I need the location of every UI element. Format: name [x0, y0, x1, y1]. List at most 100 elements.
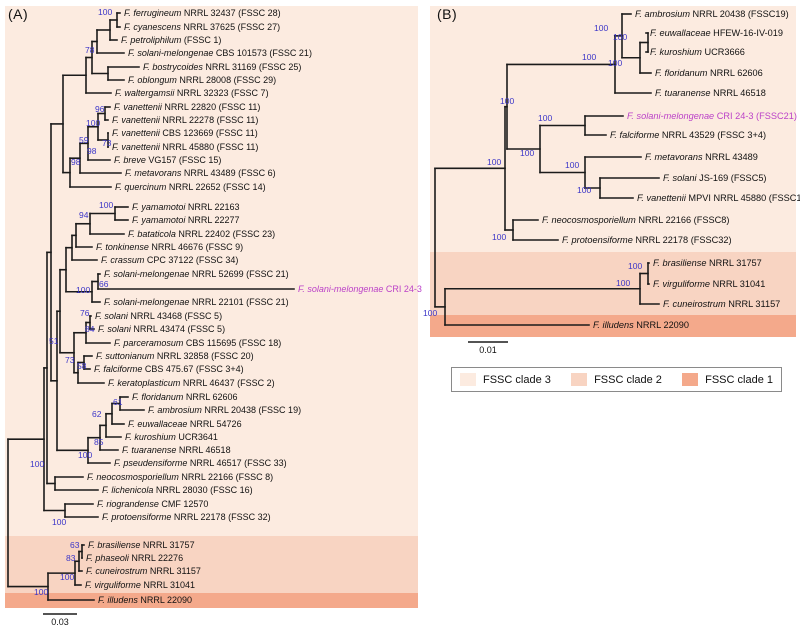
taxon-label: F. floridanum NRRL 62606	[655, 68, 763, 78]
taxon-label: F. protoensiforme NRRL 22178 (FSSC32)	[562, 235, 732, 245]
taxon-label: F. virguliforme NRRL 31041	[85, 580, 195, 590]
taxon-label: F. waltergamsii NRRL 32323 (FSSC 7)	[115, 88, 269, 98]
bootstrap-value: 100	[76, 285, 90, 295]
taxon-label: F. brasiliense NRRL 31757	[653, 258, 762, 268]
taxon-label: F. euwallaceae NRRL 54726	[128, 419, 242, 429]
bootstrap-value: 100	[616, 278, 630, 288]
clade3-color-swatch	[460, 373, 476, 386]
bootstrap-value: 100	[538, 113, 552, 123]
taxon-label: F. solani-melongenae CBS 101573 (FSSC 21…	[128, 48, 312, 58]
taxon-label: F. metavorans NRRL 43489	[645, 152, 758, 162]
bootstrap-value: 100	[30, 459, 44, 469]
taxon-label: F. falciforme NRRL 43529 (FSSC 3+4)	[610, 130, 766, 140]
taxon-label: F. breve VG157 (FSSC 15)	[114, 155, 221, 165]
taxon-label: F. solani-melongenae CRI 24-3 (FSSC21)	[627, 111, 797, 121]
taxon-label: F. cuneirostrum NRRL 31157	[663, 299, 780, 309]
bootstrap-value: 66	[99, 279, 109, 289]
bootstrap-value: 100	[613, 32, 627, 42]
taxon-label: F. cyanescens NRRL 37625 (FSSC 27)	[124, 22, 280, 32]
taxon-label: F. quercinum NRRL 22652 (FSSC 14)	[115, 182, 266, 192]
taxon-label: F. solani-melongenae CRI 24-3	[298, 284, 422, 294]
bootstrap-value: 100	[98, 7, 112, 17]
bootstrap-value: 73	[102, 138, 112, 148]
bootstrap-value: 51	[49, 336, 59, 346]
clade1-legend-label: FSSC clade 1	[705, 373, 773, 386]
taxon-label: F. vanettenii NRRL 45880 (FSSC 11)	[112, 142, 258, 152]
taxon-label: F. oblongum NRRL 28008 (FSSC 29)	[128, 75, 276, 85]
taxon-label: F. cuneirostrum NRRL 31157	[86, 566, 201, 576]
clade-band	[5, 6, 418, 536]
bootstrap-value: 83	[66, 553, 76, 563]
taxon-label: F. bataticola NRRL 22402 (FSSC 23)	[128, 229, 275, 239]
taxon-label: F. tonkinense NRRL 46676 (FSSC 9)	[96, 242, 243, 252]
bootstrap-value: 94	[79, 210, 89, 220]
bootstrap-value: 100	[520, 148, 534, 158]
clade2-color-swatch	[571, 373, 588, 386]
taxon-label: F. kuroshium UCR3666	[650, 47, 745, 57]
clade-legend: FSSC clade 3 FSSC clade 2 FSSC clade 1	[451, 367, 782, 392]
clade1-color-swatch	[682, 373, 699, 386]
taxon-label: F. pseudensiforme NRRL 46517 (FSSC 33)	[114, 458, 287, 468]
bootstrap-value: 100	[594, 23, 608, 33]
taxon-label: F. lichenicola NRRL 28030 (FSSC 16)	[102, 485, 253, 495]
clade-band	[430, 6, 796, 252]
bootstrap-value: 73	[65, 355, 75, 365]
clade-band	[5, 536, 418, 593]
taxon-label: F. riograndense CMF 12570	[97, 499, 208, 509]
taxon-label: F. neocosmosporiellum NRRL 22166 (FSSC8)	[542, 215, 729, 225]
taxon-label: F. vanettenii MPVI NRRL 45880 (FSSC11)	[637, 193, 800, 203]
bootstrap-value: 98	[71, 157, 81, 167]
clade-band	[5, 593, 418, 608]
taxon-label: F. crassum CPC 37122 (FSSC 34)	[101, 255, 238, 265]
bootstrap-value: 100	[500, 96, 514, 106]
bootstrap-value: 61	[113, 397, 123, 407]
legend-item-clade2: FSSC clade 2	[571, 373, 662, 386]
bootstrap-value: 96	[95, 104, 105, 114]
taxon-label: F. phaseoli NRRL 22276	[86, 553, 183, 563]
bootstrap-value: 76	[80, 308, 90, 318]
taxon-label: F. petroliphilum (FSSC 1)	[121, 35, 221, 45]
legend-item-clade1: FSSC clade 1	[682, 373, 773, 386]
taxon-label: F. vanettenii NRRL 22278 (FSSC 11)	[112, 115, 258, 125]
taxon-label: F. yamamotoi NRRL 22163	[132, 202, 240, 212]
scale-bar-label: 0.03	[51, 617, 69, 627]
taxon-label: F. illudens NRRL 22090	[98, 595, 192, 605]
bootstrap-value: 100	[34, 587, 48, 597]
taxon-label: F. ferrugineum NRRL 32437 (FSSC 28)	[124, 8, 281, 18]
bootstrap-value: 100	[608, 58, 622, 68]
taxon-label: F. euwallaceae HFEW-16-IV-019	[650, 28, 783, 38]
taxon-label: F. neocosmosporiellum NRRL 22166 (FSSC 8…	[87, 472, 273, 482]
bootstrap-value: 84	[85, 324, 95, 334]
panel-b-label: (B)	[437, 6, 458, 22]
taxon-label: F. keratoplasticum NRRL 46437 (FSSC 2)	[108, 378, 275, 388]
bootstrap-value: 59	[79, 135, 89, 145]
taxon-label: F. tuaranense NRRL 46518	[655, 88, 766, 98]
taxon-label: F. floridanum NRRL 62606	[132, 392, 238, 402]
taxon-label: F. illudens NRRL 22090	[593, 320, 689, 330]
bootstrap-value: 100	[52, 517, 66, 527]
bootstrap-value: 100	[577, 185, 591, 195]
bootstrap-value: 100	[492, 232, 506, 242]
bootstrap-value: 98	[87, 146, 97, 156]
taxon-label: F. brasiliense NRRL 31757	[88, 540, 195, 550]
bootstrap-value: 62	[92, 409, 102, 419]
bootstrap-value: 85	[94, 437, 104, 447]
taxon-label: F. ambrosium NRRL 20438 (FSSC19)	[635, 9, 789, 19]
taxon-label: F. virguliforme NRRL 31041	[653, 279, 765, 289]
bootstrap-value: 100	[487, 157, 501, 167]
taxon-label: F. solani-melongenae NRRL 52699 (FSSC 21…	[104, 269, 289, 279]
taxon-label: F. bostrycoides NRRL 31169 (FSSC 25)	[143, 62, 301, 72]
clade-band	[430, 252, 796, 315]
taxon-label: F. suttonianum NRRL 32858 (FSSC 20)	[96, 351, 254, 361]
bootstrap-value: 100	[86, 118, 100, 128]
taxon-label: F. solani NRRL 43468 (FSSC 5)	[95, 311, 222, 321]
taxon-label: F. solani-melongenae NRRL 22101 (FSSC 21…	[104, 297, 289, 307]
taxon-label: F. vanettenii NRRL 22820 (FSSC 11)	[114, 102, 260, 112]
bootstrap-value: 100	[99, 200, 113, 210]
taxon-label: F. ambrosium NRRL 20438 (FSSC 19)	[148, 405, 301, 415]
bootstrap-value: 78	[85, 45, 95, 55]
bootstrap-value: 100	[582, 52, 596, 62]
taxon-label: F. solani NRRL 43474 (FSSC 5)	[98, 324, 225, 334]
